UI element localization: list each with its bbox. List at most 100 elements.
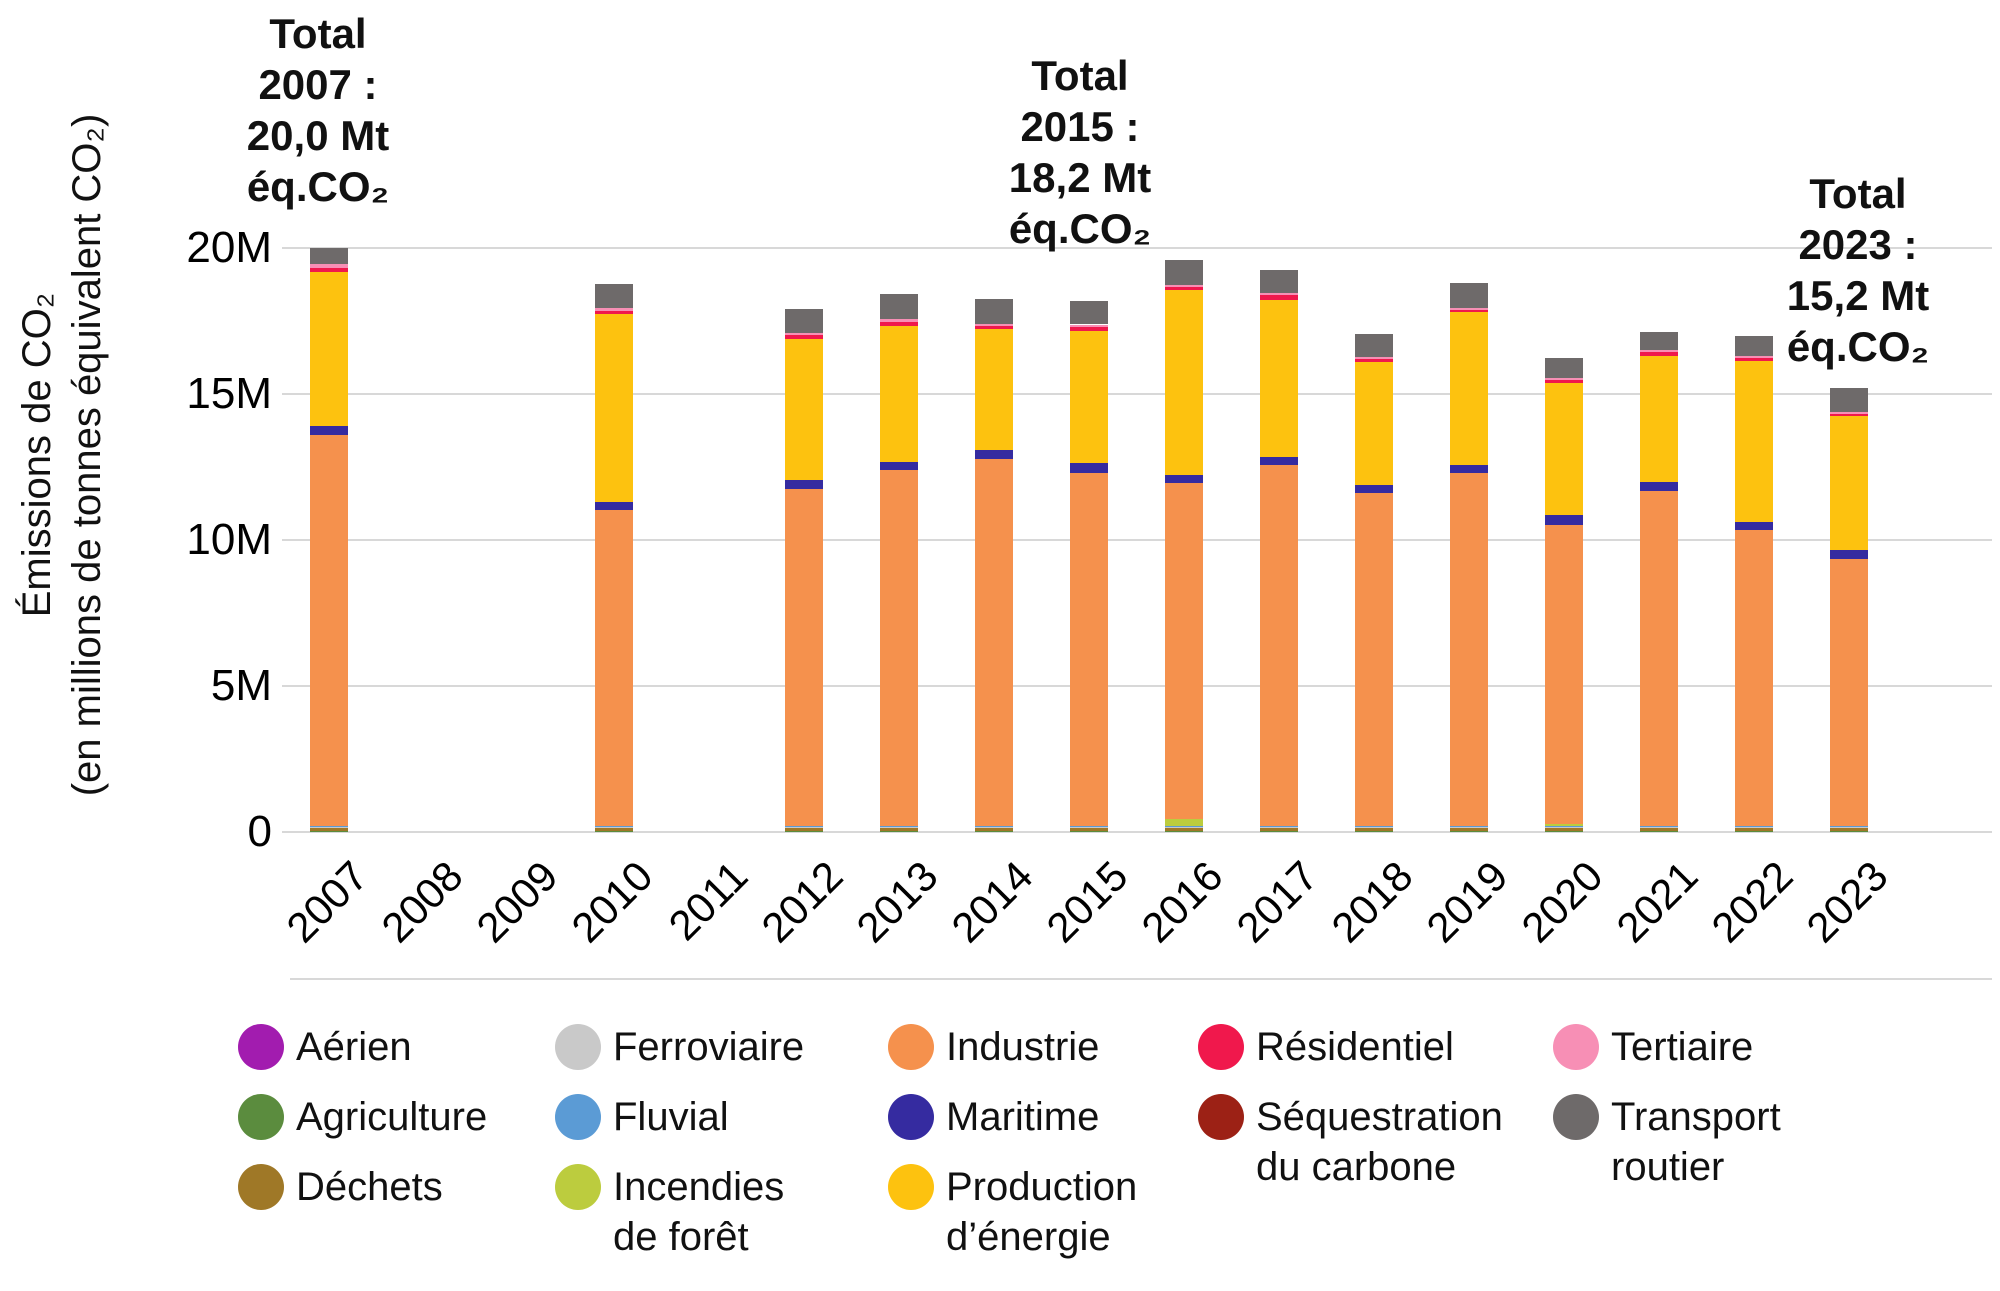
bar-segment-2019-Production d’énergie xyxy=(1450,311,1488,465)
bar-segment-2014-Production d’énergie xyxy=(975,329,1013,451)
x-axis-label-2016: 2016 xyxy=(1131,852,1232,952)
bar-segment-2023-Tertiaire xyxy=(1830,412,1868,414)
legend-swatch-icon xyxy=(1553,1094,1599,1140)
bar-segment-2018-Industrie xyxy=(1355,492,1393,827)
bar-segment-2012-Transport routier xyxy=(785,309,823,333)
bar-segment-2017-Transport routier xyxy=(1260,270,1298,294)
bar-segment-2012-Résidentiel xyxy=(785,335,823,340)
bar-segment-2010-Déchets xyxy=(595,827,633,831)
y-tick-label-20M: 20M xyxy=(186,223,272,272)
legend-item-séquestration-du-carbone: Séquestration du carbone xyxy=(1198,1092,1503,1192)
bar-segment-2010-Maritime xyxy=(595,501,633,511)
legend-swatch-icon xyxy=(555,1094,601,1140)
bar-segment-2012-Production d’énergie xyxy=(785,339,823,481)
bar-segment-2022-Maritime xyxy=(1735,521,1773,531)
legend-item-transport-routier: Transport routier xyxy=(1553,1092,1781,1192)
bar-segment-2022-Résidentiel xyxy=(1735,358,1773,362)
annotation-line: éq.CO₂ xyxy=(246,163,390,210)
bar-segment-2015-Maritime xyxy=(1070,463,1108,474)
bar-segment-2016-Maritime xyxy=(1165,474,1203,484)
bar-segment-2010-Tertiaire xyxy=(595,308,633,311)
x-axis-label-2010: 2010 xyxy=(561,852,662,952)
bar-segment-2012-Aérien xyxy=(785,831,823,832)
bar-segment-2020-Déchets xyxy=(1545,827,1583,831)
annotation-line: 15,2 Mt xyxy=(1786,272,1930,319)
bar-segment-2017-Industrie xyxy=(1260,464,1298,827)
bar-segment-2017-Production d’énergie xyxy=(1260,299,1298,457)
y-axis-title-line2: (en millions de tonnes équivalent CO₂) xyxy=(65,113,109,797)
legend-label: Production d’énergie xyxy=(946,1165,1138,1259)
bar-segment-2022-Tertiaire xyxy=(1735,356,1773,359)
bar-segment-2015-Industrie xyxy=(1070,473,1108,827)
bar-segment-2021-Résidentiel xyxy=(1640,351,1678,357)
legend-label: Incendies de forêt xyxy=(613,1165,785,1259)
bar-segment-2022-Agriculture xyxy=(1735,830,1773,832)
x-axis-label-2007: 2007 xyxy=(276,852,377,952)
bar-segment-2016-Industrie xyxy=(1165,483,1203,820)
legend-label: Maritime xyxy=(946,1095,1100,1139)
bar-segment-2022-Déchets xyxy=(1735,827,1773,831)
bar-segment-2016-Résidentiel xyxy=(1165,287,1203,291)
bar-segment-2023-Transport routier xyxy=(1830,388,1868,413)
annotation-line: Total xyxy=(1031,52,1129,99)
x-axis-label-2015: 2015 xyxy=(1036,852,1137,952)
bar-segment-2013-Industrie xyxy=(880,470,918,827)
bar-segment-2021-Maritime xyxy=(1640,482,1678,491)
bar-segment-2019-Maritime xyxy=(1450,464,1488,474)
bar-segment-2018-Maritime xyxy=(1355,484,1393,493)
bar-segment-2007-Déchets xyxy=(310,827,348,831)
bar-segment-2020-Agriculture xyxy=(1545,830,1583,832)
legend-swatch-icon xyxy=(888,1164,934,1210)
legend-swatch-icon xyxy=(888,1024,934,1070)
bar-segment-2022-Production d’énergie xyxy=(1735,361,1773,522)
bar-segment-2013-Tertiaire xyxy=(880,319,918,322)
y-tick-label-5M: 5M xyxy=(210,661,272,710)
bar-segment-2016-Déchets xyxy=(1165,827,1203,831)
legend-item-résidentiel: Résidentiel xyxy=(1198,1022,1454,1072)
bar-segment-2010-Industrie xyxy=(595,510,633,827)
legend-label: Fluvial xyxy=(613,1095,729,1139)
x-axis-label-2008: 2008 xyxy=(371,852,472,952)
bar-segment-2007-Résidentiel xyxy=(310,267,348,273)
annotation-line: éq.CO₂ xyxy=(1786,323,1930,370)
bar-segment-2018-Aérien xyxy=(1355,831,1393,832)
legend-swatch-icon xyxy=(238,1164,284,1210)
y-axis-title-line1: Émissions de CO₂ xyxy=(15,292,59,618)
bar-segment-2022-Industrie xyxy=(1735,530,1773,827)
bar-segment-2012-Tertiaire xyxy=(785,332,823,335)
x-axis-label-2009: 2009 xyxy=(466,852,567,952)
bar-segment-2010-Production d’énergie xyxy=(595,314,633,502)
gridline-15M xyxy=(282,393,1992,395)
bar-segment-2014-Agriculture xyxy=(975,830,1013,832)
gridline-10M xyxy=(282,539,1992,541)
bar-segment-2013-Production d’énergie xyxy=(880,325,918,463)
annotation-line: Total xyxy=(1809,170,1907,217)
y-axis-title: Émissions de CO₂ (en millions de tonnes … xyxy=(12,114,112,797)
legend-item-agriculture: Agriculture xyxy=(238,1092,487,1142)
bar-segment-2023-Industrie xyxy=(1830,558,1868,827)
legend-item-production-d’énergie: Production d’énergie xyxy=(888,1162,1137,1262)
bar-segment-2023-Aérien xyxy=(1830,831,1868,832)
bar-segment-2013-Transport routier xyxy=(880,294,918,320)
bar-segment-2015-Déchets xyxy=(1070,827,1108,831)
bar-segment-2023-Déchets xyxy=(1830,827,1868,831)
bar-segment-2015-Tertiaire xyxy=(1070,324,1108,327)
legend-label: Séquestration du carbone xyxy=(1256,1095,1503,1189)
bar-segment-2012-Déchets xyxy=(785,827,823,831)
bar-segment-2016-Aérien xyxy=(1165,831,1203,832)
annotation-line: 2023 : xyxy=(1798,221,1918,268)
bar-segment-2018-Agriculture xyxy=(1355,830,1393,832)
bar-segment-2014-Déchets xyxy=(975,827,1013,831)
bar-segment-2017-Déchets xyxy=(1260,827,1298,831)
bar-segment-2010-Agriculture xyxy=(595,830,633,832)
x-axis-label-2018: 2018 xyxy=(1321,852,1422,952)
bar-segment-2018-Tertiaire xyxy=(1355,356,1393,359)
bar-segment-2015-Production d’énergie xyxy=(1070,330,1108,464)
legend-label: Industrie xyxy=(946,1025,1100,1069)
bar-segment-2017-Aérien xyxy=(1260,831,1298,832)
bar-segment-2021-Déchets xyxy=(1640,827,1678,831)
bar-segment-2020-Tertiaire xyxy=(1545,377,1583,380)
bar-segment-2023-Maritime xyxy=(1830,549,1868,559)
bar-segment-2015-Résidentiel xyxy=(1070,326,1108,331)
bar-segment-2021-Industrie xyxy=(1640,490,1678,827)
